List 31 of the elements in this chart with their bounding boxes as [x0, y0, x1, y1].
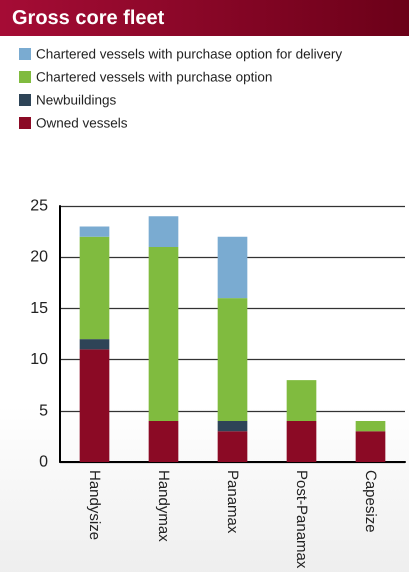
bar — [80, 339, 110, 350]
legend-label: Chartered vessels with purchase option — [36, 70, 272, 84]
y-tick-label: 0 — [39, 454, 48, 470]
bar — [80, 226, 110, 237]
y-tick-label: 20 — [30, 248, 48, 266]
bar — [286, 421, 316, 462]
bar — [80, 236, 110, 340]
bar — [286, 380, 316, 422]
legend-label: Chartered vessels with purchase option for delivery — [36, 46, 342, 62]
bar — [148, 216, 178, 247]
legend-label: Owned vessels — [36, 116, 128, 130]
chart-title: Gross core fleet — [0, 0, 409, 36]
y-tick-label: 10 — [30, 351, 48, 368]
x-tick-label: Panamax — [224, 470, 241, 534]
y-tick-label: 15 — [30, 300, 48, 317]
bar — [80, 349, 110, 462]
bar — [148, 421, 178, 462]
bar — [218, 236, 248, 298]
bar — [356, 431, 386, 462]
y-tick-label: 5 — [39, 402, 48, 420]
bar — [148, 246, 178, 422]
bar — [356, 421, 386, 432]
bar — [218, 298, 248, 422]
bar — [218, 431, 248, 462]
x-tick-label: Post-Panamax — [293, 470, 310, 569]
x-tick-label: Handymax — [155, 470, 172, 542]
x-tick-label: Capesize — [362, 470, 379, 533]
x-tick-label: Handysize — [86, 470, 103, 540]
bar — [218, 421, 248, 432]
y-tick-label: 25 — [30, 198, 48, 214]
legend-label: Newbuildings — [36, 92, 117, 108]
